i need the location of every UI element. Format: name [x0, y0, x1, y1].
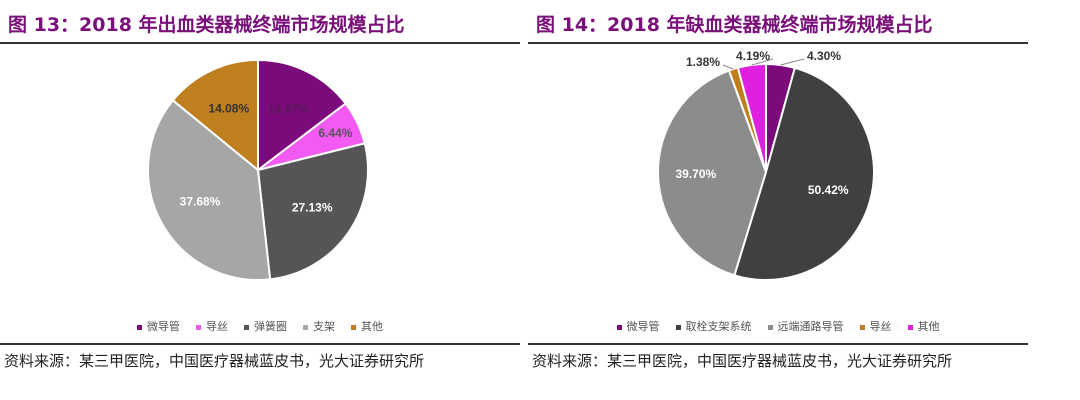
chart-panel-hemorrhagic: 图 13：2018 年出血类器械终端市场规模占比 14.67% 6.44% 27.1… [0, 0, 520, 400]
legend-item: 导丝 [859, 320, 892, 333]
legend-swatch [907, 324, 913, 330]
legend-item: 导丝 [196, 320, 228, 333]
pie-slice [147, 98, 272, 281]
legend-swatch [616, 324, 622, 330]
legend-item: 其他 [351, 320, 383, 333]
legend-label: 取栓支架系统 [685, 320, 752, 333]
legend-swatch [351, 324, 356, 330]
title-divider [528, 42, 1028, 44]
legend-swatch [196, 324, 201, 330]
data-label: 4.30% [807, 49, 841, 63]
pie-slice [733, 66, 875, 281]
legend-swatch [137, 324, 142, 330]
data-label: 27.13% [292, 201, 333, 215]
data-label: 39.70% [675, 167, 716, 181]
leader-line [751, 58, 774, 66]
chart-title: 图 13：2018 年出血类器械终端市场规模占比 [8, 14, 405, 36]
legend-label: 导丝 [869, 320, 892, 333]
legend-item: 取栓支架系统 [675, 320, 752, 333]
legend-swatch [767, 324, 773, 330]
legend-label: 支架 [313, 320, 335, 333]
chart-panel-ischemic: 图 14：2018 年缺血类器械终端市场规模占比 4.30% 50.42% 39.7… [528, 0, 1028, 400]
data-label: 1.38% [686, 55, 720, 69]
title-divider [0, 42, 520, 44]
legend-item: 远端通路导管 [767, 320, 844, 333]
source-note: 资料来源：某三甲医院，中国医疗器械蓝皮书，光大证券研究所 [4, 352, 425, 370]
pie-chart: 4.30% 50.42% 39.70% 1.38% 4.19% [657, 49, 875, 281]
legend-label: 其他 [361, 320, 383, 333]
legend-item: 支架 [303, 320, 335, 333]
leader-line [722, 64, 734, 70]
chart-title: 图 14：2018 年缺血类器械终端市场规模占比 [536, 14, 933, 36]
legend-label: 微导管 [147, 320, 180, 333]
legend-item: 微导管 [137, 320, 180, 333]
data-label: 6.44% [318, 126, 352, 140]
pie-chart: 14.67% 6.44% 27.13% 37.68% 14.08% [147, 58, 369, 281]
legend-item: 弹簧圈 [244, 320, 287, 333]
legend-item: 其他 [907, 320, 940, 333]
pie-slice [657, 69, 768, 277]
legend-label: 其他 [917, 320, 940, 333]
legend-label: 微导管 [626, 320, 660, 333]
source-divider [528, 343, 1028, 345]
legend-swatch [303, 324, 308, 330]
legend-label: 弹簧圈 [254, 320, 287, 333]
legend-label: 导丝 [206, 320, 228, 333]
legend-label: 远端通路导管 [777, 320, 844, 333]
pie-slice [256, 142, 369, 281]
data-label: 37.68% [180, 195, 221, 209]
data-label: 14.67% [268, 102, 309, 116]
pie-slice [257, 58, 348, 173]
leader-line [780, 58, 805, 66]
data-label: 4.19% [736, 49, 770, 63]
data-label: 50.42% [808, 183, 849, 197]
source-divider [0, 343, 520, 345]
legend-item: 微导管 [616, 320, 660, 333]
source-note: 资料来源：某三甲医院，中国医疗器械蓝皮书，光大证券研究所 [532, 352, 953, 370]
legend: 微导管 取栓支架系统 远端通路导管 导丝 其他 [528, 318, 1028, 334]
legend-swatch [675, 324, 681, 330]
legend-swatch [244, 324, 249, 330]
data-label: 14.08% [208, 101, 249, 115]
legend: 微导管 导丝 弹簧圈 支架 其他 [0, 318, 520, 334]
pie-slice [171, 58, 259, 173]
legend-swatch [859, 324, 865, 330]
